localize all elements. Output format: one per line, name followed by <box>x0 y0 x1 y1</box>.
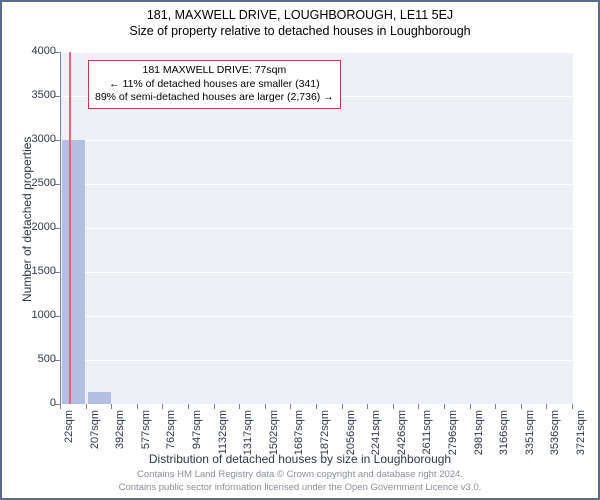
title-address: 181, MAXWELL DRIVE, LOUGHBOROUGH, LE11 5… <box>2 8 598 22</box>
bar <box>88 392 111 404</box>
ytick-label: 1000 <box>16 309 56 321</box>
ytick-mark <box>55 272 60 273</box>
xtick-mark <box>265 404 266 409</box>
xtick-label: 762sqm <box>165 410 177 470</box>
subject-highlight-line <box>69 52 71 404</box>
xtick-label: 2611sqm <box>421 410 433 470</box>
title-subtitle: Size of property relative to detached ho… <box>2 24 598 38</box>
xtick-mark <box>137 404 138 409</box>
xtick-mark <box>86 404 87 409</box>
xtick-mark <box>367 404 368 409</box>
xtick-label: 2981sqm <box>473 410 485 470</box>
xtick-mark <box>521 404 522 409</box>
xtick-mark <box>316 404 317 409</box>
gridline <box>61 228 573 229</box>
info-callout-line: 181 MAXWELL DRIVE: 77sqm <box>95 64 334 78</box>
xtick-mark <box>342 404 343 409</box>
info-callout-line: 89% of semi-detached houses are larger (… <box>95 91 334 105</box>
xtick-label: 947sqm <box>191 410 203 470</box>
ytick-mark <box>55 96 60 97</box>
ytick-label: 2500 <box>16 177 56 189</box>
xtick-mark <box>214 404 215 409</box>
footer-line2: Contains public sector information licen… <box>2 482 598 494</box>
xtick-mark <box>239 404 240 409</box>
info-callout: 181 MAXWELL DRIVE: 77sqm← 11% of detache… <box>88 60 341 109</box>
xtick-label: 2426sqm <box>396 410 408 470</box>
xtick-mark <box>546 404 547 409</box>
info-callout-line: ← 11% of detached houses are smaller (34… <box>95 78 334 92</box>
xtick-mark <box>470 404 471 409</box>
ytick-label: 2000 <box>16 221 56 233</box>
ytick-mark <box>55 52 60 53</box>
xtick-label: 1872sqm <box>319 410 331 470</box>
xtick-label: 3721sqm <box>575 410 587 470</box>
gridline <box>61 272 573 273</box>
xtick-label: 2241sqm <box>370 410 382 470</box>
xtick-mark <box>111 404 112 409</box>
footer-line1: Contains HM Land Registry data © Crown c… <box>2 469 598 481</box>
ytick-label: 3500 <box>16 89 56 101</box>
gridline <box>61 316 573 317</box>
xtick-label: 1317sqm <box>242 410 254 470</box>
xtick-mark <box>162 404 163 409</box>
gridline <box>61 52 573 53</box>
ytick-label: 1500 <box>16 265 56 277</box>
xtick-label: 2796sqm <box>447 410 459 470</box>
gridline <box>61 404 573 405</box>
xtick-mark <box>444 404 445 409</box>
ytick-label: 3000 <box>16 133 56 145</box>
xtick-label: 3536sqm <box>549 410 561 470</box>
xtick-label: 22sqm <box>63 410 75 470</box>
chart-container: 181, MAXWELL DRIVE, LOUGHBOROUGH, LE11 5… <box>0 0 600 500</box>
ytick-mark <box>55 140 60 141</box>
ytick-label: 0 <box>16 397 56 409</box>
xtick-mark <box>393 404 394 409</box>
ytick-mark <box>55 316 60 317</box>
footer-attribution: Contains HM Land Registry data © Crown c… <box>2 469 598 494</box>
gridline <box>61 140 573 141</box>
ytick-mark <box>55 228 60 229</box>
ytick-mark <box>55 184 60 185</box>
xtick-label: 1132sqm <box>217 410 229 470</box>
gridline <box>61 360 573 361</box>
xtick-label: 207sqm <box>89 410 101 470</box>
xtick-mark <box>290 404 291 409</box>
xtick-label: 1687sqm <box>293 410 305 470</box>
ytick-label: 4000 <box>16 45 56 57</box>
xtick-mark <box>572 404 573 409</box>
xtick-mark <box>495 404 496 409</box>
xtick-label: 392sqm <box>114 410 126 470</box>
xtick-label: 3166sqm <box>498 410 510 470</box>
ytick-label: 500 <box>16 353 56 365</box>
ytick-mark <box>55 360 60 361</box>
bar <box>62 140 85 404</box>
xtick-label: 1502sqm <box>268 410 280 470</box>
xtick-mark <box>60 404 61 409</box>
y-axis-label: Number of detached properties <box>20 137 34 302</box>
xtick-mark <box>418 404 419 409</box>
gridline <box>61 184 573 185</box>
xtick-mark <box>188 404 189 409</box>
xtick-label: 577sqm <box>140 410 152 470</box>
xtick-label: 2056sqm <box>345 410 357 470</box>
xtick-label: 3351sqm <box>524 410 536 470</box>
